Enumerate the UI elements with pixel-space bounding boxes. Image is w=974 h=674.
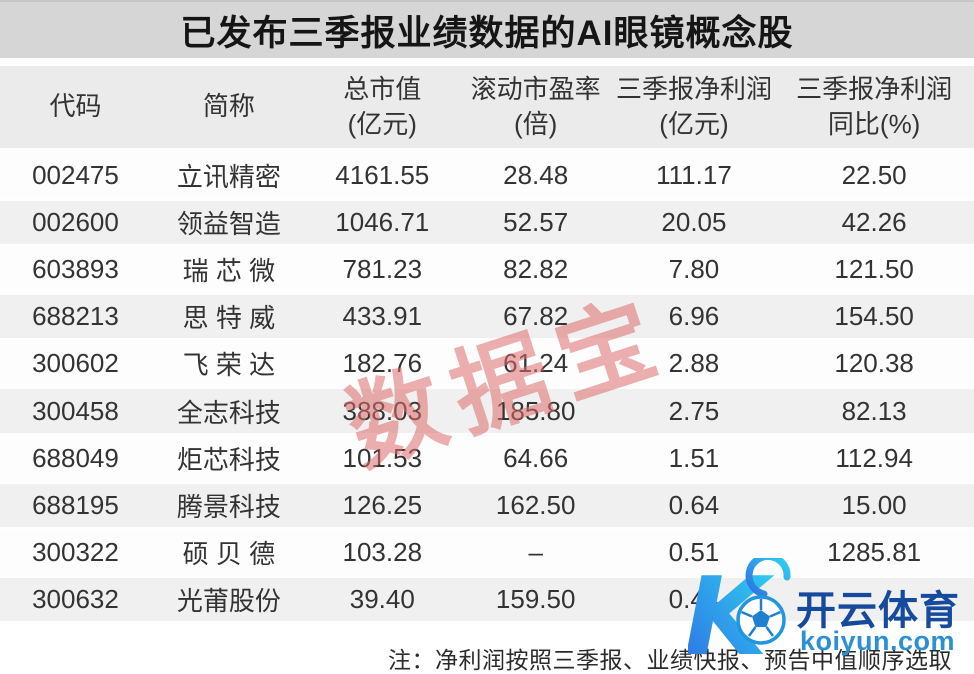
cell: 15.00: [841, 489, 907, 520]
cell: 111.17: [656, 160, 732, 191]
cell: 42.26: [841, 207, 907, 238]
footnote: 注：净利润按照三季报、业绩快报、预告中值顺序选取: [388, 647, 952, 673]
cell: 1046.71: [335, 207, 430, 238]
cell: 688213: [32, 301, 119, 332]
cell: 全志科技: [176, 397, 281, 428]
cell: 7.80: [668, 254, 720, 285]
cell: 22.50: [841, 160, 907, 191]
cell: 20.05: [661, 207, 727, 238]
table-row: 603893 瑞 芯 微 781.23 82.82 7.80 121.50: [0, 246, 974, 294]
cell: 101.53: [342, 442, 423, 473]
header-row: 代码 简称 总市值 (亿元) 滚动市盈率 (倍) 三季报净利润 (亿元) 三季报净利润 同比(%): [0, 66, 974, 148]
kaiyun-domain-text: koiyun.com: [800, 626, 956, 656]
cell: 4161.55: [335, 160, 430, 191]
cell: 82.13: [841, 395, 907, 426]
table-row: 688213 思 特 威 433.91 67.82 6.96 154.50: [0, 293, 974, 341]
column-header: 总市值 (亿元): [343, 73, 422, 139]
cell: 185.80: [495, 395, 576, 426]
cell: 112.94: [835, 442, 913, 473]
table-row: 688049 炬芯科技 101.53 64.66 1.51 112.94: [0, 434, 974, 482]
column-header: 滚动市盈率 (倍): [470, 73, 601, 139]
cell: 6.96: [668, 301, 720, 332]
column-header: 三季报净利润 (亿元): [615, 73, 772, 139]
cell: 300602: [32, 348, 119, 379]
table-row: 300322 硕 贝 德 103.28 – 0.51 1285.81: [0, 528, 974, 576]
cell: 002600: [32, 207, 119, 238]
cell: 领益智造: [176, 209, 281, 240]
page-title: 已发布三季报业绩数据的AI眼镜概念股: [0, 0, 974, 58]
cell: 002475: [32, 160, 119, 191]
cell: 0.44: [668, 583, 720, 614]
cell: 300322: [32, 536, 119, 567]
table-row: 688195 腾景科技 126.25 162.50 0.64 15.00: [0, 481, 974, 529]
table-row: 300632 光莆股份 39.40 159.50 0.44: [0, 575, 974, 623]
cell: 飞 荣 达: [182, 350, 276, 381]
cell: 28.48: [503, 160, 569, 191]
cell: 1285.81: [827, 536, 922, 567]
table-row: 300602 飞 荣 达 182.76 61.24 2.88 120.38: [0, 340, 974, 388]
cell: 立讯精密: [176, 162, 281, 193]
cell: 120.38: [834, 348, 914, 379]
table-row: 300458 全志科技 388.03 185.80 2.75 82.13: [0, 387, 974, 435]
column-header: 代码: [49, 91, 102, 122]
cell: 82.82: [503, 254, 569, 285]
cell: 154.50: [834, 301, 914, 332]
cell: 瑞 芯 微: [182, 256, 276, 287]
cell: 781.23: [342, 254, 423, 285]
cell: 腾景科技: [176, 491, 281, 522]
cell: 硕 贝 德: [182, 538, 276, 569]
cell: 300632: [32, 583, 119, 614]
soccer-ball-icon: [736, 595, 786, 645]
table-body: 002475 立讯精密 4161.55 28.48 111.17 22.50 002600 领…: [0, 152, 974, 623]
column-header: 三季报净利润 同比(%): [796, 73, 953, 139]
cell: 300458: [32, 395, 119, 426]
cell: 炬芯科技: [176, 444, 281, 475]
cell: 61.24: [503, 348, 569, 379]
cell: 0.51: [668, 536, 720, 567]
cell: 159.50: [495, 583, 576, 614]
cell: 388.03: [342, 395, 423, 426]
cell: 162.50: [495, 489, 576, 520]
cell: –: [528, 536, 543, 567]
cell: 67.82: [503, 301, 569, 332]
k-swirl-soccer-icon: K: [688, 558, 791, 674]
kaiyun-watermark-logo: K 开云体育 koiyun.com: [688, 558, 974, 674]
cell: 2.88: [668, 348, 720, 379]
cell: 103.28: [342, 536, 423, 567]
table-row: 002600 领益智造 1046.71 52.57 20.05 42.26: [0, 199, 974, 247]
cell: 光莆股份: [176, 585, 281, 616]
cell: 1.51: [668, 442, 720, 473]
cell: 39.40: [349, 583, 415, 614]
cell: 433.91: [342, 301, 423, 332]
cell: 52.57: [503, 207, 569, 238]
cell: 688049: [32, 442, 119, 473]
cell: 121.50: [834, 254, 914, 285]
kaiyun-brand-text: 开云体育: [796, 589, 960, 633]
cell: 126.25: [342, 489, 423, 520]
cell: 0.64: [668, 489, 720, 520]
cell: 603893: [32, 254, 119, 285]
cell: 64.66: [503, 442, 569, 473]
cell: 688195: [32, 489, 119, 520]
cell: 182.76: [342, 348, 423, 379]
cell: 思 特 威: [182, 303, 276, 334]
table-row: 002475 立讯精密 4161.55 28.48 111.17 22.50: [0, 152, 974, 200]
cell: 2.75: [668, 395, 720, 426]
column-header: 简称: [202, 91, 255, 122]
